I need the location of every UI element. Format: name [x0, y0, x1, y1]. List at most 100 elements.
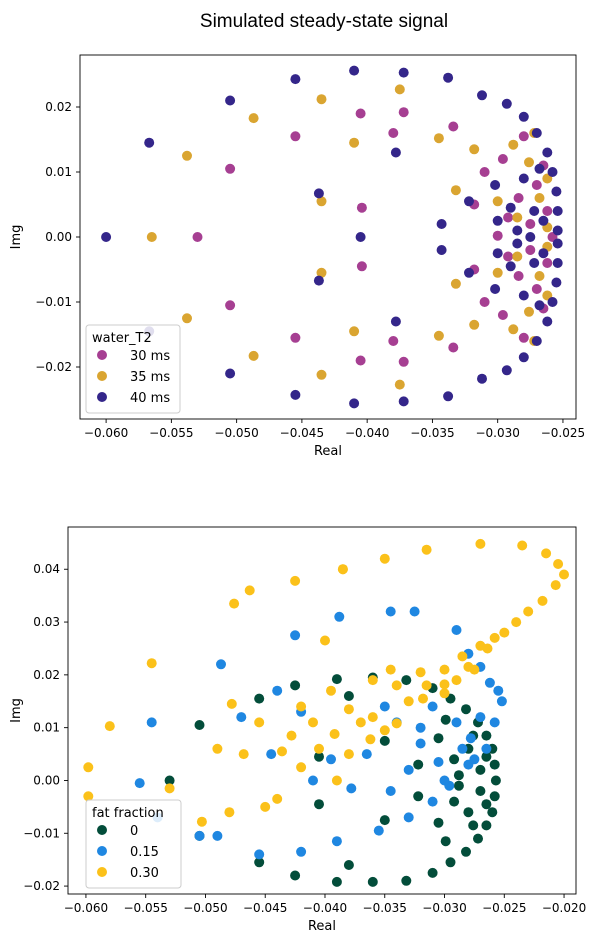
data-point — [505, 261, 516, 272]
data-point — [508, 324, 519, 335]
data-point — [421, 680, 432, 691]
data-point — [512, 251, 523, 262]
data-point — [529, 258, 540, 268]
data-point — [468, 820, 479, 831]
legend: water_T2 30 ms 35 ms 40 ms — [85, 324, 181, 414]
data-point — [550, 580, 561, 591]
data-point — [463, 807, 474, 818]
data-point — [512, 238, 523, 249]
data-point — [531, 128, 542, 138]
data-point — [487, 807, 498, 818]
data-point — [489, 759, 500, 770]
data-point — [477, 90, 487, 101]
data-point — [518, 352, 529, 363]
data-point — [296, 701, 307, 712]
data-point — [505, 202, 516, 213]
data-point — [433, 133, 444, 144]
data-point — [464, 267, 474, 278]
data-point — [511, 617, 522, 628]
data-point — [146, 232, 157, 242]
data-point — [316, 94, 327, 105]
data-point — [450, 185, 461, 196]
data-point — [501, 98, 512, 109]
data-point — [450, 278, 461, 289]
data-point — [390, 316, 401, 327]
y-axis-label: Img — [9, 225, 24, 250]
data-point — [475, 764, 486, 775]
data-point — [529, 206, 540, 216]
data-point — [531, 336, 542, 346]
data-point — [524, 306, 534, 317]
data-point — [398, 107, 409, 118]
data-point — [497, 310, 508, 320]
data-point — [356, 202, 367, 213]
x-tick-label: −0.040 — [303, 901, 347, 915]
data-point — [477, 373, 487, 384]
data-point — [481, 799, 492, 810]
data-point — [499, 627, 510, 638]
data-point — [433, 330, 444, 341]
data-point — [493, 685, 504, 696]
data-point — [473, 833, 483, 844]
data-point — [551, 186, 562, 197]
legend-marker — [97, 867, 107, 877]
data-point — [355, 717, 366, 728]
data-point — [254, 857, 265, 868]
data-point — [316, 196, 327, 207]
data-point — [266, 749, 277, 760]
data-point — [481, 751, 492, 762]
data-point — [296, 846, 307, 857]
y-tick-label: −0.01 — [23, 826, 60, 840]
data-point — [534, 163, 545, 174]
data-point — [538, 248, 549, 259]
data-point — [451, 717, 462, 728]
x-tick-label: −0.055 — [123, 901, 167, 915]
data-point — [216, 659, 226, 670]
data-point — [433, 757, 444, 767]
data-point — [542, 258, 553, 268]
x-tick-label: −0.030 — [422, 901, 466, 915]
data-point — [331, 775, 342, 786]
data-point — [518, 111, 529, 122]
data-point — [451, 675, 462, 686]
data-point — [449, 754, 460, 765]
data-point — [379, 735, 390, 746]
data-point — [331, 836, 342, 847]
x-tick-label: −0.040 — [345, 426, 389, 440]
legend-label: 0.15 — [130, 845, 159, 860]
data-point — [367, 712, 378, 723]
x-axis-label: Real — [308, 919, 336, 934]
data-point — [501, 365, 512, 376]
data-point — [290, 332, 301, 343]
y-tick-label: 0.01 — [45, 165, 72, 179]
data-point — [436, 219, 447, 229]
data-point — [484, 677, 495, 688]
data-point — [525, 219, 536, 229]
data-point — [254, 717, 265, 728]
data-point — [194, 830, 205, 841]
data-point — [508, 139, 519, 150]
data-point — [244, 585, 255, 596]
data-point — [413, 791, 424, 802]
data-point — [320, 635, 330, 646]
data-point — [343, 749, 354, 760]
data-point — [225, 368, 236, 379]
x-tick-label: −0.020 — [542, 901, 586, 915]
data-point — [464, 196, 474, 207]
data-point — [552, 206, 563, 216]
data-point — [523, 606, 534, 617]
legend-box — [85, 799, 182, 889]
data-point — [415, 722, 426, 733]
legend-title: fat fraction — [92, 806, 164, 821]
x-tick-label: −0.025 — [482, 901, 526, 915]
data-point — [552, 238, 563, 249]
data-point — [542, 206, 553, 216]
data-point — [326, 685, 336, 696]
data-point — [439, 775, 450, 786]
data-point — [331, 876, 342, 887]
data-point — [492, 267, 503, 278]
data-point — [394, 379, 405, 390]
data-point — [503, 251, 514, 262]
data-point — [290, 74, 301, 85]
